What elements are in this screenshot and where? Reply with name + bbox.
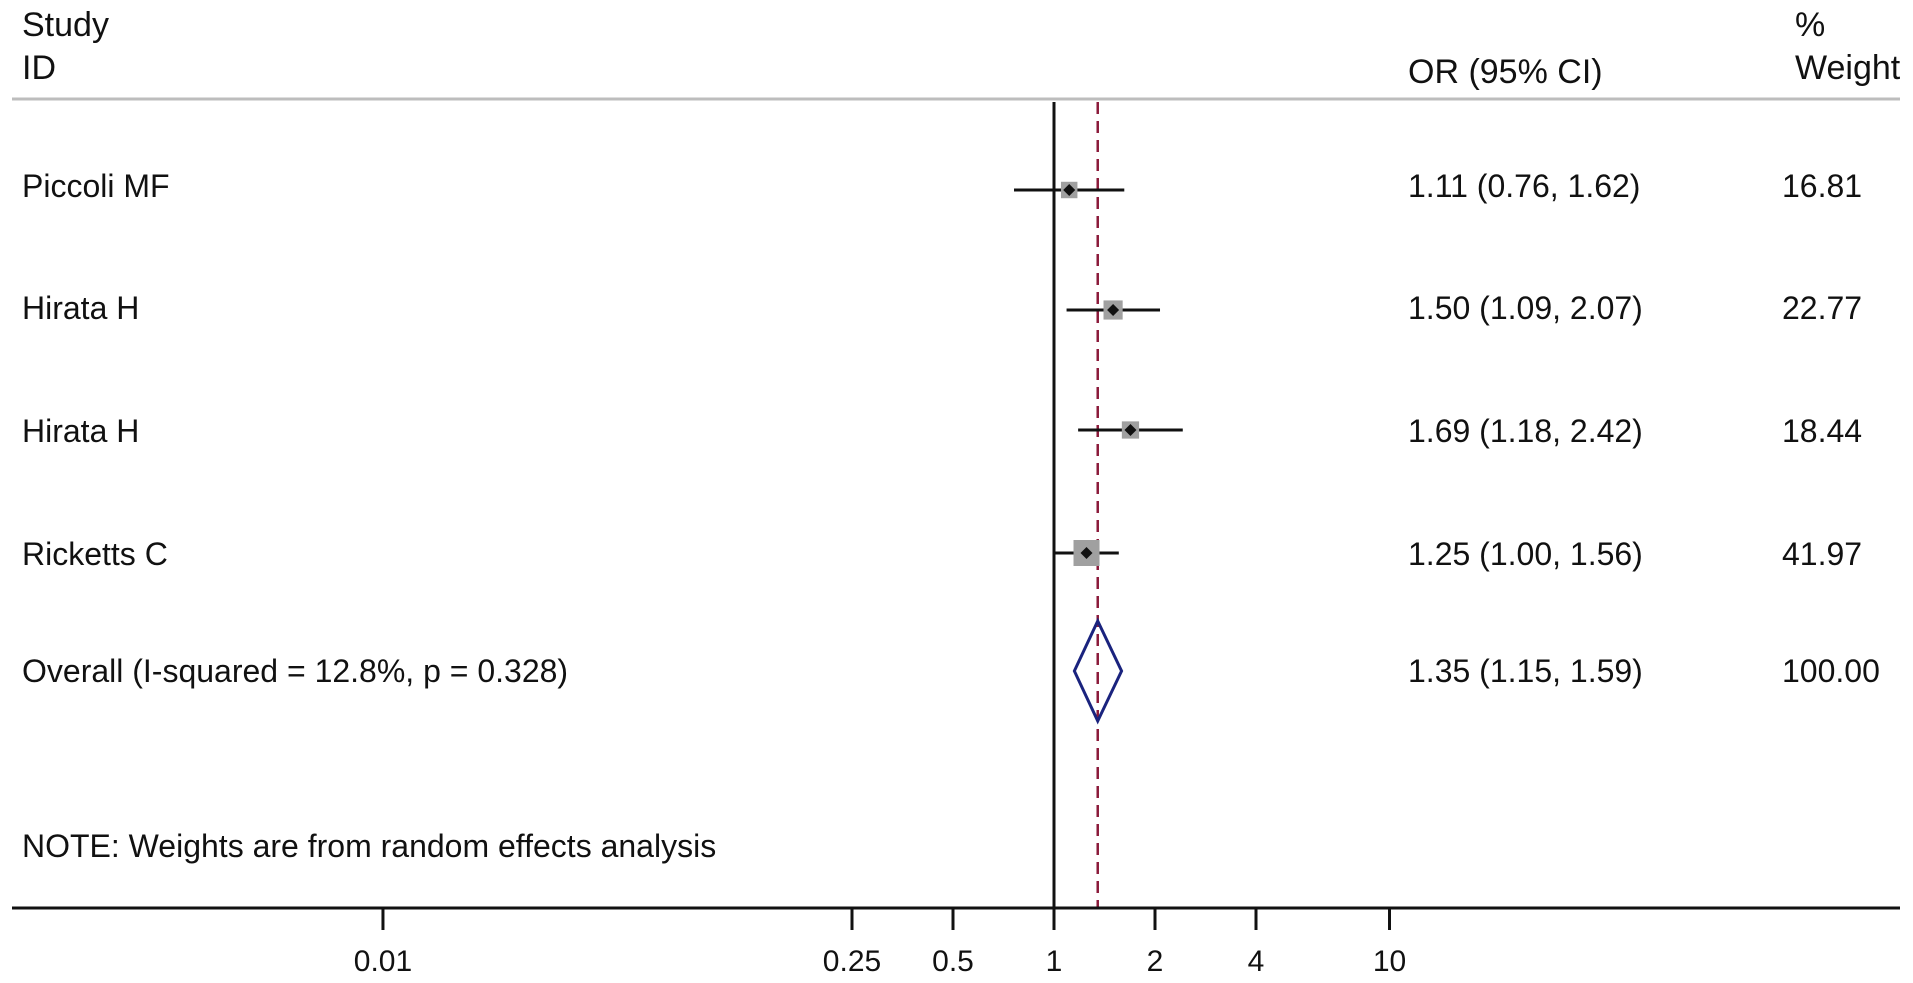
header-id: ID xyxy=(22,49,56,87)
study-or-ci: 1.25 (1.00, 1.56) xyxy=(1408,536,1643,572)
x-tick-label: 0.5 xyxy=(932,945,974,978)
study-or-ci: 1.50 (1.09, 2.07) xyxy=(1408,290,1643,326)
point-estimate xyxy=(1124,424,1137,436)
study-label: Hirata H xyxy=(22,413,139,449)
header-or-ci: OR (95% CI) xyxy=(1408,53,1603,91)
weights-note: NOTE: Weights are from random effects an… xyxy=(22,828,716,864)
overall-weight: 100.00 xyxy=(1782,653,1880,689)
x-tick-label: 2 xyxy=(1147,945,1164,978)
overall-or-ci: 1.35 (1.15, 1.59) xyxy=(1408,653,1643,689)
study-weight: 41.97 xyxy=(1782,536,1862,572)
study-row: Ricketts C 1.25 (1.00, 1.56) 41.97 xyxy=(22,536,1862,572)
overall-row: Overall (I-squared = 12.8%, p = 0.328) 1… xyxy=(22,653,1880,689)
x-tick-label: 1 xyxy=(1046,945,1063,978)
study-row: Hirata H 1.69 (1.18, 2.42) 18.44 xyxy=(22,413,1862,449)
study-or-ci: 1.69 (1.18, 2.42) xyxy=(1408,413,1643,449)
x-tick-label: 4 xyxy=(1248,945,1265,978)
x-tick-label: 10 xyxy=(1373,945,1406,978)
study-label: Hirata H xyxy=(22,290,139,326)
study-label: Ricketts C xyxy=(22,536,168,572)
study-label: Piccoli MF xyxy=(22,168,170,204)
study-row: Hirata H 1.50 (1.09, 2.07) 22.77 xyxy=(22,290,1862,326)
x-tick-label: 0.01 xyxy=(354,945,412,978)
overall-label: Overall (I-squared = 12.8%, p = 0.328) xyxy=(22,653,568,689)
header-percent: % xyxy=(1795,6,1825,44)
overall-diamond xyxy=(1072,617,1124,725)
x-tick-label: 0.25 xyxy=(823,945,881,978)
header-weight: Weight xyxy=(1795,49,1901,87)
study-row: Piccoli MF 1.11 (0.76, 1.62) 16.81 xyxy=(22,168,1862,204)
study-or-ci: 1.11 (0.76, 1.62) xyxy=(1408,168,1640,204)
header-study: Study xyxy=(22,6,109,44)
study-weight: 18.44 xyxy=(1782,413,1862,449)
study-weight: 22.77 xyxy=(1782,290,1862,326)
point-estimate xyxy=(1063,184,1076,196)
point-estimate xyxy=(1107,304,1120,316)
point-estimate xyxy=(1080,547,1093,559)
study-weight: 16.81 xyxy=(1782,168,1862,204)
